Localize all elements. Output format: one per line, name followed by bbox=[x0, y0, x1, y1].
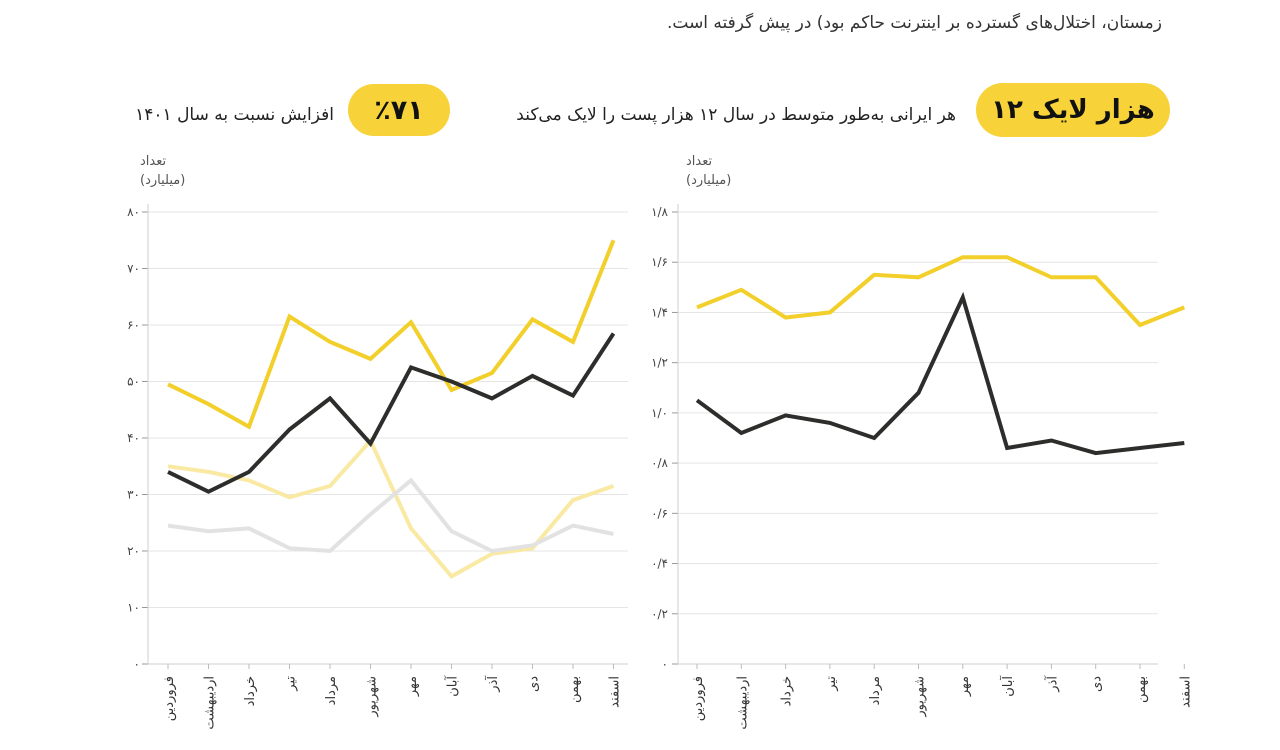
y-tick-label-left-0: ۰ bbox=[134, 657, 140, 671]
y-tick-label-right-9: ۱/۸ bbox=[651, 205, 668, 219]
x-tick-label-left-2: خرداد bbox=[243, 676, 258, 706]
y-axis-label-right-1: (میلیارد) bbox=[686, 173, 731, 188]
y-tick-label-left-8: ۸۰ bbox=[127, 205, 140, 219]
x-tick-label-left-11: اسفند bbox=[608, 676, 623, 708]
x-tick-label-right-1: اردیبهشت bbox=[735, 676, 750, 730]
x-tick-label-right-0: فروردین bbox=[691, 676, 706, 721]
x-tick-label-right-6: مهر bbox=[957, 676, 972, 697]
x-tick-label-right-7: آبان bbox=[999, 675, 1016, 697]
y-tick-label-right-0: ۰ bbox=[662, 657, 668, 671]
y-tick-label-right-6: ۱/۲ bbox=[651, 356, 668, 370]
x-tick-label-left-10: بهمن bbox=[567, 676, 582, 703]
y-tick-label-left-4: ۴۰ bbox=[127, 431, 140, 445]
y-tick-label-right-8: ۱/۶ bbox=[651, 255, 668, 269]
x-tick-label-left-9: دی bbox=[527, 676, 542, 692]
growth-percent-badge: ٪۷۱ bbox=[348, 84, 450, 136]
x-tick-label-left-8: آذر bbox=[484, 675, 501, 693]
x-tick-label-left-4: مرداد bbox=[324, 676, 339, 705]
y-tick-label-right-3: ۰/۶ bbox=[651, 506, 668, 520]
y-tick-label-left-1: ۱۰ bbox=[127, 601, 140, 615]
x-tick-label-right-5: شهریور bbox=[913, 676, 928, 718]
growth-percent-text: افزایش نسبت به سال ۱۴۰۱ bbox=[135, 105, 334, 125]
y-tick-label-left-6: ۶۰ bbox=[127, 318, 140, 332]
chart-left: تعداد (میلیارد) ۰ ۱۰ ۲۰ ۳۰ ۴۰ ۵۰ ۶۰ ۷۰ ۸۰ فروردین ار… bbox=[127, 154, 628, 730]
x-tick-label-left-0: فروردین bbox=[162, 676, 177, 721]
x-tick-label-left-7: آبان bbox=[444, 675, 461, 697]
y-tick-label-right-7: ۱/۴ bbox=[651, 305, 668, 319]
y-axis-label-right-0: تعداد bbox=[686, 154, 712, 169]
x-tick-label-left-3: تیر bbox=[284, 676, 299, 692]
likes-highlight-badge: ۱۲ هزار لایک bbox=[976, 83, 1170, 137]
x-tick-label-right-10: بهمن bbox=[1134, 676, 1149, 703]
intro-line-2: زمستان، اختلال‌های گسترده بر اینترنت حاک… bbox=[666, 13, 1162, 33]
x-tick-label-right-2: خرداد bbox=[780, 676, 795, 706]
chart-right: تعداد (میلیارد) ۰ ۰/۲ ۰/۴ ۰/۶ ۰/۸ ۱/۰ ۱/۲ ۱/۴ ۱/۶ ۱… bbox=[651, 154, 1193, 730]
x-tick-label-right-4: مرداد bbox=[868, 676, 883, 705]
growth-percent-value: ٪۷۱ bbox=[374, 94, 424, 126]
x-tick-label-right-9: دی bbox=[1090, 676, 1105, 692]
x-tick-label-left-6: مهر bbox=[405, 676, 420, 697]
series-line-right-0 bbox=[696, 255, 1186, 328]
x-tick-label-right-3: تیر bbox=[824, 676, 839, 692]
y-axis-label-left-1: (میلیارد) bbox=[140, 173, 185, 188]
y-tick-label-left-3: ۳۰ bbox=[127, 488, 140, 502]
series-line-left-0 bbox=[167, 437, 615, 579]
y-tick-label-right-4: ۰/۸ bbox=[651, 456, 668, 470]
y-tick-label-left-7: ۷۰ bbox=[127, 262, 140, 276]
x-tick-label-right-8: آذر bbox=[1043, 675, 1060, 693]
y-tick-label-left-5: ۵۰ bbox=[127, 375, 140, 389]
y-tick-label-right-2: ۰/۴ bbox=[651, 557, 668, 571]
series-line-left-2 bbox=[167, 239, 616, 430]
y-tick-label-right-5: ۱/۰ bbox=[651, 406, 668, 420]
y-tick-label-right-1: ۰/۲ bbox=[651, 607, 668, 621]
x-tick-label-left-5: شهریور bbox=[365, 676, 380, 718]
y-tick-label-left-2: ۲۰ bbox=[127, 544, 140, 558]
likes-highlight-text: هر ایرانی به‌طور متوسط در سال ۱۲ هزار پس… bbox=[516, 105, 956, 125]
likes-highlight-value: ۱۲ هزار لایک bbox=[991, 95, 1155, 125]
x-tick-label-right-11: اسفند bbox=[1178, 676, 1193, 708]
series-line-right-1 bbox=[695, 291, 1185, 456]
series-line-left-3 bbox=[167, 332, 616, 494]
y-axis-label-left-0: تعداد bbox=[140, 154, 166, 169]
series-line-left-1 bbox=[167, 477, 614, 554]
x-tick-label-left-1: اردیبهشت bbox=[203, 676, 218, 730]
